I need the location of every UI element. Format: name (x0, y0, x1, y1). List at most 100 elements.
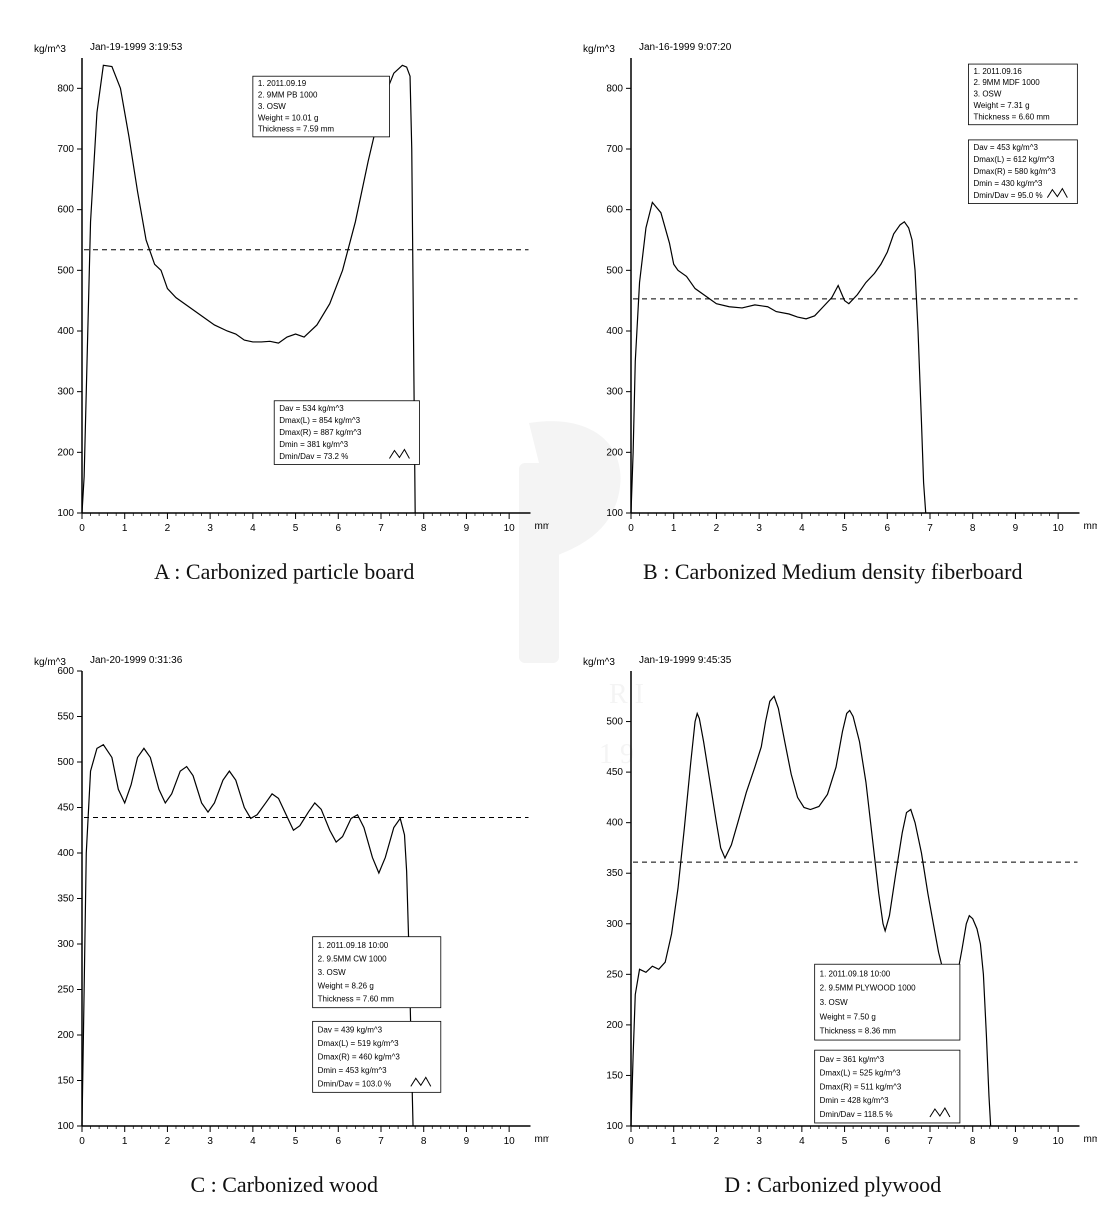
caption-b: B : Carbonized Medium density fiberboard (569, 559, 1098, 585)
svg-text:Jan-16-1999 9:07:20: Jan-16-1999 9:07:20 (639, 42, 732, 53)
svg-text:100: 100 (606, 1121, 623, 1132)
svg-text:250: 250 (606, 969, 623, 980)
svg-text:Weight = 8.26 g: Weight = 8.26 g (318, 981, 374, 990)
svg-text:5: 5 (841, 1136, 847, 1147)
svg-text:300: 300 (606, 919, 623, 930)
svg-text:2. 9.5MM PLYWOOD 1000: 2. 9.5MM PLYWOOD 1000 (819, 984, 915, 993)
svg-text:500: 500 (57, 265, 74, 276)
svg-text:500: 500 (606, 717, 623, 728)
svg-text:150: 150 (57, 1076, 74, 1087)
svg-text:400: 400 (57, 848, 74, 859)
svg-text:300: 300 (57, 387, 74, 398)
svg-text:1. 2011.09.16: 1. 2011.09.16 (973, 67, 1022, 76)
svg-text:Dav = 453 kg/m^3: Dav = 453 kg/m^3 (973, 143, 1038, 152)
svg-text:200: 200 (57, 1030, 74, 1041)
svg-text:Dav = 439 kg/m^3: Dav = 439 kg/m^3 (318, 1026, 383, 1035)
svg-text:3. OSW: 3. OSW (258, 102, 286, 111)
svg-text:800: 800 (57, 83, 74, 94)
svg-text:6: 6 (884, 523, 890, 534)
svg-text:200: 200 (606, 1020, 623, 1031)
svg-text:10: 10 (1052, 523, 1064, 534)
svg-text:3: 3 (207, 1136, 213, 1147)
svg-text:2: 2 (713, 523, 719, 534)
svg-text:Dmin = 428 kg/m^3: Dmin = 428 kg/m^3 (819, 1096, 888, 1105)
svg-text:Jan-19-1999 3:19:53: Jan-19-1999 3:19:53 (90, 42, 183, 53)
svg-text:kg/m^3: kg/m^3 (34, 657, 66, 668)
svg-text:Weight = 10.01 g: Weight = 10.01 g (258, 113, 319, 122)
svg-text:100: 100 (57, 508, 74, 519)
svg-text:350: 350 (57, 894, 74, 905)
svg-text:Jan-19-1999 9:45:35: Jan-19-1999 9:45:35 (639, 655, 732, 666)
svg-text:kg/m^3: kg/m^3 (583, 657, 615, 668)
svg-text:1. 2011.09.18 10:00: 1. 2011.09.18 10:00 (318, 941, 389, 950)
svg-text:6: 6 (336, 1136, 342, 1147)
svg-text:mm: mm (1083, 1134, 1097, 1145)
svg-text:3. OSW: 3. OSW (819, 998, 847, 1007)
caption-c: C : Carbonized wood (20, 1172, 549, 1198)
svg-text:8: 8 (969, 1136, 975, 1147)
svg-text:400: 400 (57, 326, 74, 337)
svg-text:1. 2011.09.18 10:00: 1. 2011.09.18 10:00 (819, 969, 890, 978)
svg-text:8: 8 (969, 523, 975, 534)
svg-text:4: 4 (250, 1136, 256, 1147)
svg-text:mm: mm (535, 1134, 549, 1145)
svg-text:Dav = 534 kg/m^3: Dav = 534 kg/m^3 (279, 404, 344, 413)
svg-text:300: 300 (57, 939, 74, 950)
chart-b: 100200300400500600700800012345678910kg/m… (569, 20, 1098, 553)
svg-text:0: 0 (79, 523, 85, 534)
svg-text:600: 600 (57, 205, 74, 216)
svg-text:Dmax(L) = 525 kg/m^3: Dmax(L) = 525 kg/m^3 (819, 1069, 900, 1078)
svg-text:Dmin = 381 kg/m^3: Dmin = 381 kg/m^3 (279, 440, 348, 449)
svg-text:Dmax(R) = 511 kg/m^3: Dmax(R) = 511 kg/m^3 (819, 1082, 901, 1091)
svg-text:6: 6 (336, 523, 342, 534)
svg-text:1: 1 (122, 523, 128, 534)
svg-text:400: 400 (606, 326, 623, 337)
svg-text:2. 9MM PB 1000: 2. 9MM PB 1000 (258, 90, 318, 99)
svg-text:400: 400 (606, 818, 623, 829)
svg-text:10: 10 (504, 523, 516, 534)
svg-text:Dmin/Dav = 95.0 %: Dmin/Dav = 95.0 % (973, 191, 1042, 200)
svg-text:Dav = 361 kg/m^3: Dav = 361 kg/m^3 (819, 1055, 884, 1064)
svg-text:Dmax(L) = 612 kg/m^3: Dmax(L) = 612 kg/m^3 (973, 155, 1054, 164)
svg-text:250: 250 (57, 985, 74, 996)
svg-text:2: 2 (713, 1136, 719, 1147)
svg-text:kg/m^3: kg/m^3 (34, 44, 66, 55)
svg-text:450: 450 (606, 767, 623, 778)
svg-text:200: 200 (606, 447, 623, 458)
svg-text:500: 500 (606, 265, 623, 276)
svg-text:2. 9MM MDF 1000: 2. 9MM MDF 1000 (973, 78, 1040, 87)
svg-text:Dmin = 453 kg/m^3: Dmin = 453 kg/m^3 (318, 1066, 387, 1075)
svg-text:3. OSW: 3. OSW (973, 90, 1001, 99)
svg-text:350: 350 (606, 868, 623, 879)
svg-text:Dmax(L) = 854 kg/m^3: Dmax(L) = 854 kg/m^3 (279, 416, 360, 425)
svg-text:mm: mm (535, 521, 549, 532)
chart-d: 100150200250300350400450500012345678910k… (569, 633, 1098, 1166)
svg-text:3: 3 (207, 523, 213, 534)
svg-text:1: 1 (670, 1136, 676, 1147)
svg-text:7: 7 (378, 523, 384, 534)
svg-text:2: 2 (165, 523, 171, 534)
svg-text:600: 600 (606, 205, 623, 216)
svg-text:150: 150 (606, 1070, 623, 1081)
svg-text:Weight = 7.31 g: Weight = 7.31 g (973, 101, 1029, 110)
svg-text:9: 9 (464, 523, 470, 534)
caption-a: A : Carbonized particle board (20, 559, 549, 585)
svg-text:8: 8 (421, 1136, 427, 1147)
svg-text:kg/m^3: kg/m^3 (583, 44, 615, 55)
svg-text:0: 0 (628, 523, 634, 534)
svg-text:mm: mm (1083, 521, 1097, 532)
svg-text:1: 1 (122, 1136, 128, 1147)
svg-text:100: 100 (606, 508, 623, 519)
svg-text:6: 6 (884, 1136, 890, 1147)
svg-text:550: 550 (57, 712, 74, 723)
svg-text:1: 1 (670, 523, 676, 534)
svg-text:0: 0 (628, 1136, 634, 1147)
svg-text:7: 7 (378, 1136, 384, 1147)
svg-text:Thickness = 8.36 mm: Thickness = 8.36 mm (819, 1027, 896, 1036)
svg-text:9: 9 (1012, 1136, 1018, 1147)
svg-text:10: 10 (504, 1136, 516, 1147)
svg-text:Dmax(R) = 887 kg/m^3: Dmax(R) = 887 kg/m^3 (279, 428, 362, 437)
svg-text:9: 9 (464, 1136, 470, 1147)
svg-text:Dmin/Dav = 103.0 %: Dmin/Dav = 103.0 % (318, 1079, 392, 1088)
svg-text:300: 300 (606, 387, 623, 398)
